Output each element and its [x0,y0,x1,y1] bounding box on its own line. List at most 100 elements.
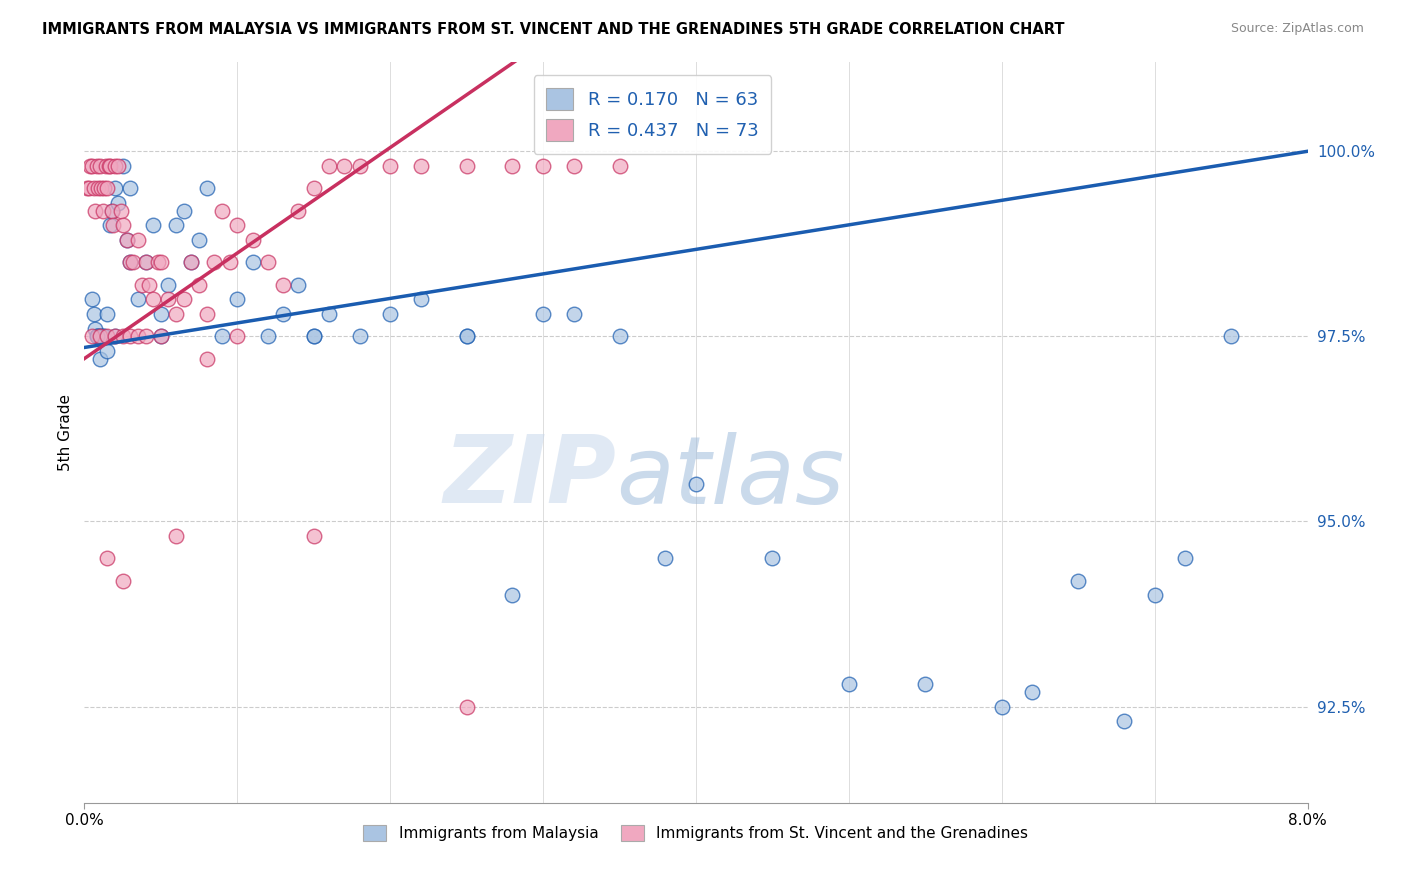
Point [157,293,180,307]
Point [409,159,432,173]
Point [84,322,107,336]
Point [122,255,145,269]
Point [127,329,149,343]
Point [98,159,121,173]
Point [104,329,127,343]
Point [195,181,218,195]
Point [226,219,249,233]
Y-axis label: 5th Grade: 5th Grade [58,394,73,471]
Point [165,307,187,321]
Point [287,277,309,292]
Point [180,255,202,269]
Point [333,159,356,173]
Point [195,351,218,366]
Point [1220,329,1243,343]
Point [502,589,524,603]
Point [86,159,108,173]
Point [456,329,478,343]
Point [685,477,707,491]
Point [127,293,149,307]
Point [104,181,127,195]
Point [89,329,111,343]
Point [1114,714,1136,729]
Point [111,574,134,588]
Point [456,699,478,714]
Point [87,329,110,343]
Point [120,255,142,269]
Point [149,329,172,343]
Point [111,159,134,173]
Point [1021,685,1043,699]
Point [87,181,110,195]
Point [914,677,936,691]
Point [120,329,142,343]
Point [97,159,120,173]
Point [318,159,340,173]
Point [149,255,172,269]
Point [456,159,478,173]
Point [531,307,554,321]
Point [202,255,225,269]
Point [142,293,165,307]
Point [318,307,340,321]
Point [531,159,554,173]
Point [89,351,111,366]
Text: atlas: atlas [616,432,845,523]
Point [93,329,115,343]
Point [502,159,524,173]
Point [761,551,783,566]
Point [302,181,325,195]
Point [142,219,165,233]
Point [188,277,211,292]
Point [302,529,325,543]
Point [135,329,157,343]
Point [456,329,478,343]
Point [104,159,127,173]
Point [94,159,117,173]
Point [349,329,371,343]
Point [380,307,402,321]
Point [218,255,240,269]
Point [86,329,108,343]
Point [409,293,432,307]
Point [110,203,132,218]
Point [111,219,134,233]
Point [80,329,103,343]
Point [380,159,402,173]
Point [101,203,124,218]
Legend: Immigrants from Malaysia, Immigrants from St. Vincent and the Grenadines: Immigrants from Malaysia, Immigrants fro… [357,819,1035,847]
Point [609,159,631,173]
Point [165,529,187,543]
Point [302,329,325,343]
Point [89,159,111,173]
Point [96,329,118,343]
Point [107,159,129,173]
Point [83,181,105,195]
Point [609,329,631,343]
Point [165,219,187,233]
Point [1067,574,1090,588]
Point [180,255,202,269]
Point [149,329,172,343]
Point [77,181,100,195]
Point [91,329,114,343]
Point [96,181,118,195]
Point [242,255,264,269]
Point [80,293,103,307]
Point [76,181,98,195]
Point [226,293,249,307]
Point [257,255,280,269]
Point [271,277,294,292]
Text: IMMIGRANTS FROM MALAYSIA VS IMMIGRANTS FROM ST. VINCENT AND THE GRENADINES 5TH G: IMMIGRANTS FROM MALAYSIA VS IMMIGRANTS F… [42,22,1064,37]
Point [91,203,114,218]
Point [1143,589,1166,603]
Point [89,329,111,343]
Point [104,329,127,343]
Point [562,307,585,321]
Point [131,277,153,292]
Point [287,203,309,218]
Point [120,255,142,269]
Point [96,307,118,321]
Point [93,181,115,195]
Text: Source: ZipAtlas.com: Source: ZipAtlas.com [1230,22,1364,36]
